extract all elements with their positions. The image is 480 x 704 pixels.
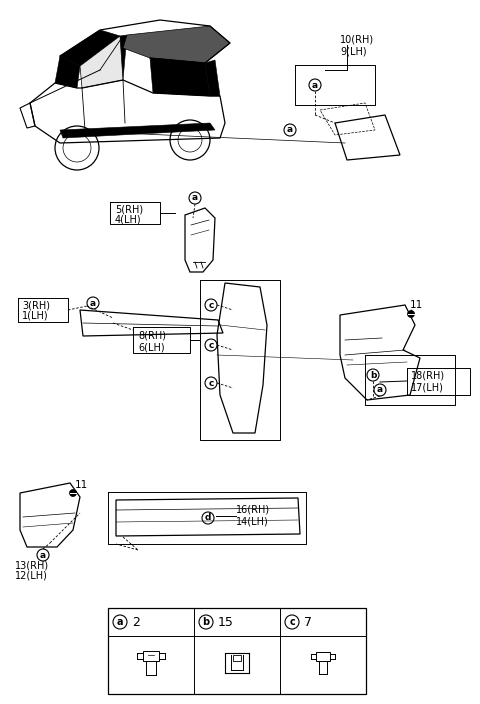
- Text: 11: 11: [75, 480, 88, 490]
- Text: 17(LH): 17(LH): [411, 382, 444, 392]
- Polygon shape: [80, 36, 123, 88]
- Text: 3(RH): 3(RH): [22, 301, 50, 311]
- Text: a: a: [287, 125, 293, 134]
- Text: 13(RH): 13(RH): [15, 560, 49, 570]
- Circle shape: [408, 310, 415, 318]
- Text: a: a: [90, 298, 96, 308]
- Text: 8(RH): 8(RH): [138, 330, 166, 340]
- Text: 11: 11: [410, 300, 423, 310]
- Text: d: d: [205, 513, 211, 522]
- Text: 16(RH): 16(RH): [236, 505, 270, 515]
- Text: 12(LH): 12(LH): [15, 570, 48, 580]
- Bar: [143, 651, 159, 661]
- Text: 6(LH): 6(LH): [138, 342, 165, 352]
- Bar: [233, 655, 241, 661]
- Text: 14(LH): 14(LH): [236, 517, 269, 527]
- Polygon shape: [55, 56, 80, 88]
- Text: 10(RH): 10(RH): [340, 35, 374, 45]
- Text: 9(LH): 9(LH): [340, 46, 367, 56]
- Text: c: c: [208, 379, 214, 387]
- Polygon shape: [60, 123, 215, 138]
- Text: c: c: [208, 301, 214, 310]
- Text: c: c: [208, 341, 214, 349]
- Text: a: a: [117, 617, 123, 627]
- Bar: [108, 608, 366, 694]
- Polygon shape: [115, 35, 127, 80]
- Text: 4(LH): 4(LH): [115, 215, 142, 225]
- Text: 7: 7: [304, 615, 312, 629]
- Text: c: c: [289, 617, 295, 627]
- Text: a: a: [40, 551, 46, 560]
- Text: a: a: [192, 194, 198, 203]
- Polygon shape: [60, 30, 120, 66]
- Text: 18(RH): 18(RH): [411, 371, 445, 381]
- Polygon shape: [205, 60, 220, 96]
- Text: a: a: [377, 386, 383, 394]
- Polygon shape: [123, 26, 230, 63]
- Text: b: b: [370, 370, 376, 379]
- Circle shape: [70, 489, 76, 496]
- Polygon shape: [150, 58, 210, 96]
- Text: 5(RH): 5(RH): [115, 205, 143, 215]
- Text: a: a: [312, 80, 318, 89]
- Bar: [316, 652, 330, 661]
- Text: 2: 2: [132, 615, 140, 629]
- Text: 15: 15: [218, 615, 234, 629]
- Text: 1(LH): 1(LH): [22, 311, 48, 321]
- Text: b: b: [203, 617, 210, 627]
